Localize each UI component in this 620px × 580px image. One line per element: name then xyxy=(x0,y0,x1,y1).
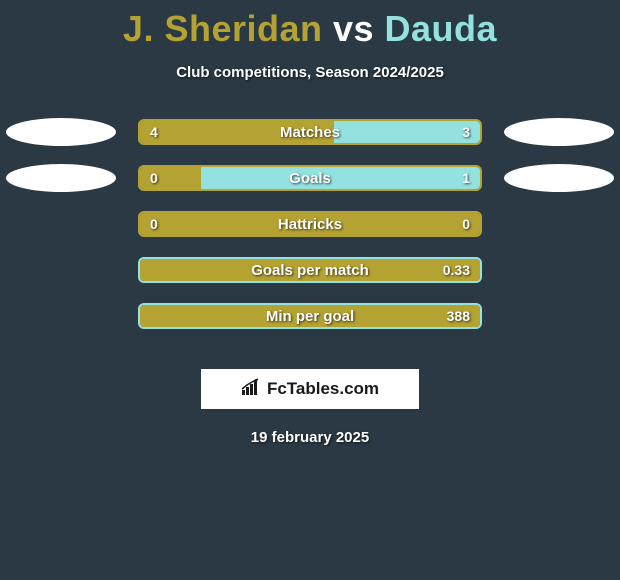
brand-box: FcTables.com xyxy=(201,369,419,409)
stat-row: Hattricks00 xyxy=(0,209,620,255)
stat-bar: Matches43 xyxy=(138,119,482,145)
bar-fill-player1 xyxy=(140,305,480,327)
bar-fill-player1 xyxy=(140,121,334,143)
stat-bar: Hattricks00 xyxy=(138,211,482,237)
bar-chart-icon xyxy=(241,378,263,401)
brand: FcTables.com xyxy=(241,378,379,401)
stat-bar: Goals01 xyxy=(138,165,482,191)
comparison-rows: Matches43 Goals01 Hattricks00 Goals per mat… xyxy=(0,117,620,347)
player2-badge xyxy=(504,118,614,146)
stat-row: Min per goal388 xyxy=(0,301,620,347)
bar-fill-player1 xyxy=(140,167,201,189)
player2-badge xyxy=(504,164,614,192)
stat-row: Matches43 xyxy=(0,117,620,163)
player2-name: Dauda xyxy=(385,8,498,49)
player1-badge xyxy=(6,164,116,192)
brand-text: FcTables.com xyxy=(267,379,379,399)
bar-fill-player2 xyxy=(201,167,480,189)
stat-bar: Min per goal388 xyxy=(138,303,482,329)
stat-row: Goals per match0.33 xyxy=(0,255,620,301)
bar-fill-player1 xyxy=(140,213,480,235)
bar-fill-player2 xyxy=(334,121,480,143)
vs-text: vs xyxy=(322,8,384,49)
stat-bar: Goals per match0.33 xyxy=(138,257,482,283)
bar-fill-player1 xyxy=(140,259,480,281)
subtitle: Club competitions, Season 2024/2025 xyxy=(0,64,620,81)
player1-name: J. Sheridan xyxy=(123,8,323,49)
player1-badge xyxy=(6,118,116,146)
date: 19 february 2025 xyxy=(0,429,620,446)
stat-row: Goals01 xyxy=(0,163,620,209)
page-title: J. Sheridan vs Dauda xyxy=(0,8,620,50)
